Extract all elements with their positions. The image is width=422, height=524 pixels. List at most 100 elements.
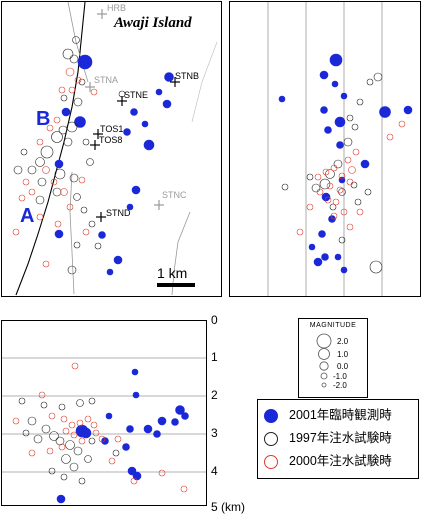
station-label: STNA	[94, 75, 118, 85]
event-filled	[132, 471, 142, 481]
epicenter-map-panel: HRB STNA STNB STNE TOS1 TOS8 STNC STND Awaji Is…	[1, 1, 222, 297]
mag-value: 0.0	[337, 362, 349, 371]
event-open-red	[42, 260, 50, 268]
event-filled	[324, 126, 332, 134]
legend-row-2000: 2000年注水試験時	[264, 454, 416, 472]
event-open-black	[338, 188, 346, 196]
event-open-black	[73, 241, 81, 249]
event-open-red	[28, 449, 36, 457]
event-open-red	[92, 429, 100, 437]
event-open-black	[48, 467, 56, 475]
event-open-black	[338, 236, 346, 244]
open-red-circle-icon	[264, 455, 278, 469]
event-open-red	[346, 223, 354, 231]
event-open-black	[40, 145, 54, 159]
event-open-black	[86, 158, 94, 166]
depth-tick-1: 1	[211, 350, 218, 364]
event-open-black	[67, 265, 77, 275]
event-open-red	[340, 208, 348, 216]
mag-circle	[316, 333, 332, 349]
event-open-black	[51, 131, 63, 143]
event-filled	[54, 229, 64, 239]
event-open-red	[76, 419, 84, 427]
legend-label: 2001年臨時観測時	[289, 408, 392, 422]
event-filled	[61, 107, 71, 117]
map-events	[12, 36, 174, 276]
depth-gridlines-vertical	[267, 2, 383, 296]
event-open-red	[38, 391, 46, 399]
event-open-black	[351, 123, 359, 131]
event-filled	[74, 116, 86, 128]
event-open-red	[352, 148, 360, 156]
event-open-black	[35, 157, 45, 167]
event-open-black	[73, 97, 83, 107]
event-open-red	[336, 186, 344, 194]
event-filled	[340, 92, 348, 100]
ew-events	[12, 362, 189, 504]
event-open-black	[61, 454, 71, 464]
event-filled	[113, 255, 123, 265]
event-open-black	[281, 183, 289, 191]
event-open-black	[66, 121, 78, 133]
event-filled	[143, 139, 155, 151]
event-filled	[155, 88, 163, 96]
mag-value: -1.0	[333, 372, 347, 381]
magnitude-legend-title: MAGNITUDE	[309, 322, 357, 329]
event-filled	[54, 159, 64, 169]
scale-bar	[157, 283, 195, 287]
event-open-black	[62, 48, 74, 60]
fault-line-secondary	[69, 171, 75, 295]
station-label: STND	[106, 208, 131, 218]
event-open-red	[306, 203, 314, 211]
event-open-black	[78, 477, 86, 485]
event-open-red	[316, 188, 324, 196]
event-open-black	[22, 429, 30, 437]
event-open-red	[68, 86, 76, 94]
open-circle-icon	[264, 432, 278, 446]
event-filled	[403, 105, 413, 115]
scale-label: 1 km	[157, 265, 187, 281]
event-filled	[162, 99, 172, 109]
event-open-red	[18, 194, 26, 202]
depth-tick-4: 4	[211, 464, 218, 478]
mag-value: 1.0	[337, 350, 349, 359]
event-open-red	[386, 133, 394, 141]
event-filled	[360, 159, 370, 169]
event-open-black	[18, 397, 26, 405]
event-open-red	[46, 447, 54, 455]
event-filled	[56, 494, 66, 504]
event-open-black	[366, 78, 374, 86]
event-filled	[123, 128, 131, 136]
event-open-red	[108, 457, 116, 465]
filled-circle-icon	[264, 409, 278, 423]
event-filled	[157, 416, 167, 426]
event-open-black	[369, 260, 383, 274]
event-open-red	[42, 166, 50, 174]
event-filled	[329, 53, 343, 67]
mag-circle	[320, 372, 328, 380]
event-open-black	[373, 72, 383, 82]
event-open-red	[22, 178, 30, 186]
event-filled	[141, 120, 149, 128]
event-filled	[340, 266, 348, 274]
event-filled	[321, 253, 329, 261]
event-open-red	[330, 164, 338, 172]
event-open-black	[354, 198, 362, 206]
event-open-red	[398, 120, 406, 128]
event-filled	[321, 192, 331, 202]
depth-tick-2: 2	[211, 388, 218, 402]
event-open-black	[55, 436, 65, 446]
ew-section	[2, 357, 206, 504]
event-filled	[318, 230, 326, 238]
ns-events	[278, 53, 413, 274]
event-open-black	[33, 434, 43, 444]
ns-section-panel	[229, 1, 421, 297]
event-filled	[313, 257, 323, 267]
event-open-black	[82, 138, 90, 146]
legend-label: 2000年注水試験時	[289, 454, 392, 468]
event-filled	[98, 231, 106, 239]
event-open-red	[348, 166, 356, 174]
event-open-red	[314, 173, 322, 181]
